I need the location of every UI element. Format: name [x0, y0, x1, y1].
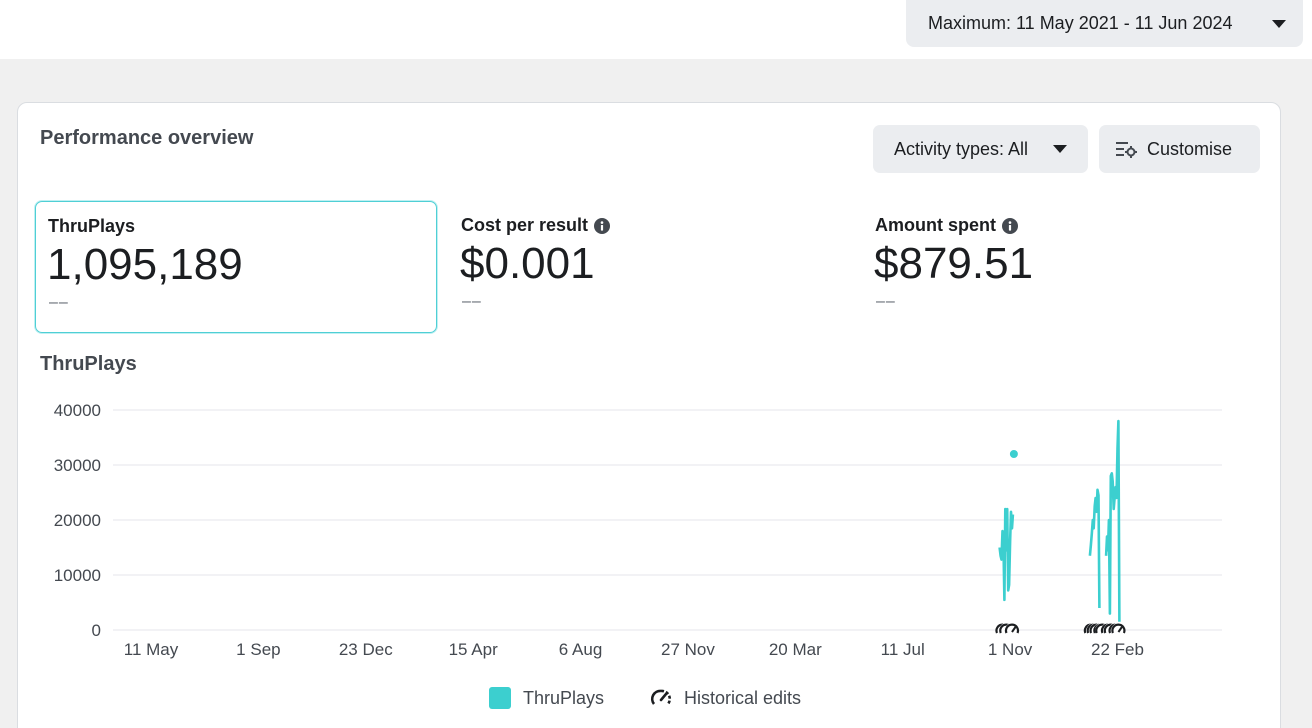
performance-overview-card: Performance overview Activity types: All… — [17, 102, 1281, 728]
x-tick-label: 22 Feb — [1091, 640, 1144, 659]
customise-button[interactable]: Customise — [1099, 125, 1260, 173]
series-line — [1088, 488, 1101, 609]
y-tick-label: 10000 — [54, 566, 101, 585]
x-tick-label: 11 May — [124, 640, 179, 659]
metric-delta: –– — [876, 293, 896, 310]
top-bar: Maximum: 11 May 2021 - 11 Jun 2024 — [0, 0, 1312, 59]
activity-types-dropdown[interactable]: Activity types: All — [873, 125, 1088, 173]
legend-swatch — [489, 687, 511, 709]
x-tick-label: 15 Apr — [449, 640, 498, 659]
x-tick-label: 6 Aug — [559, 640, 603, 659]
gauge-icon — [650, 689, 672, 705]
x-tick-label: 23 Dec — [339, 640, 393, 659]
legend-item-historical-edits[interactable]: Historical edits — [650, 687, 801, 709]
card-title: Performance overview — [40, 127, 254, 149]
x-tick-label: 1 Sep — [236, 640, 280, 659]
metric-label: Amount spent — [875, 215, 1018, 236]
legend-label: Historical edits — [684, 687, 802, 708]
customise-label: Customise — [1147, 138, 1233, 159]
customise-settings-icon — [1116, 142, 1137, 158]
historical-edit-marker[interactable] — [1004, 623, 1020, 637]
legend-item-thruplays[interactable]: ThruPlays — [489, 687, 604, 709]
info-icon[interactable] — [594, 217, 611, 234]
metric-cost-per-result[interactable]: Cost per result $0.001 –– — [449, 201, 851, 333]
date-range-label: Maximum: 11 May 2021 - 11 Jun 2024 — [928, 13, 1233, 33]
info-icon[interactable] — [1002, 217, 1018, 234]
metric-value: $879.51 — [874, 239, 1034, 288]
legend-label: ThruPlays — [523, 687, 605, 708]
metric-amount-spent[interactable]: Amount spent $879.51 –– — [863, 201, 1265, 333]
x-tick-label: 11 Jul — [881, 640, 925, 659]
historical-edit-marker[interactable] — [1111, 623, 1126, 637]
metric-label-text: ThruPlays — [48, 216, 136, 236]
metric-label-text: Cost per result — [461, 215, 589, 235]
x-tick-label: 1 Nov — [988, 640, 1033, 659]
y-tick-label: 30000 — [54, 456, 101, 475]
y-tick-label: 40000 — [54, 401, 101, 420]
activity-types-label: Activity types: All — [894, 138, 1029, 159]
series-line — [1104, 419, 1121, 622]
x-tick-label: 27 Nov — [661, 640, 715, 659]
metric-label: Cost per result — [461, 215, 611, 236]
caret-down-icon — [1053, 145, 1067, 153]
metric-value: $0.001 — [460, 239, 595, 288]
y-tick-label: 0 — [92, 621, 101, 640]
y-tick-label: 20000 — [54, 511, 101, 530]
data-point — [1009, 450, 1018, 458]
chart-title: ThruPlays — [40, 353, 137, 375]
series-line — [998, 507, 1015, 602]
metric-thruplays[interactable]: ThruPlays 1,095,189 –– — [35, 201, 437, 333]
caret-down-icon — [1272, 20, 1286, 28]
date-range-dropdown[interactable]: Maximum: 11 May 2021 - 11 Jun 2024 — [906, 0, 1303, 47]
thruplays-line-chart: 0 10000 20000 30000 40000 11 May 1 Sep 23 Dec 15… — [54, 401, 1222, 659]
metric-value: 1,095,189 — [47, 240, 243, 289]
metric-label-text: Amount spent — [875, 215, 996, 235]
metric-delta: –– — [462, 293, 482, 310]
x-tick-label: 20 Mar — [769, 640, 822, 659]
metric-label: ThruPlays — [48, 216, 135, 237]
metric-delta: –– — [49, 294, 69, 311]
